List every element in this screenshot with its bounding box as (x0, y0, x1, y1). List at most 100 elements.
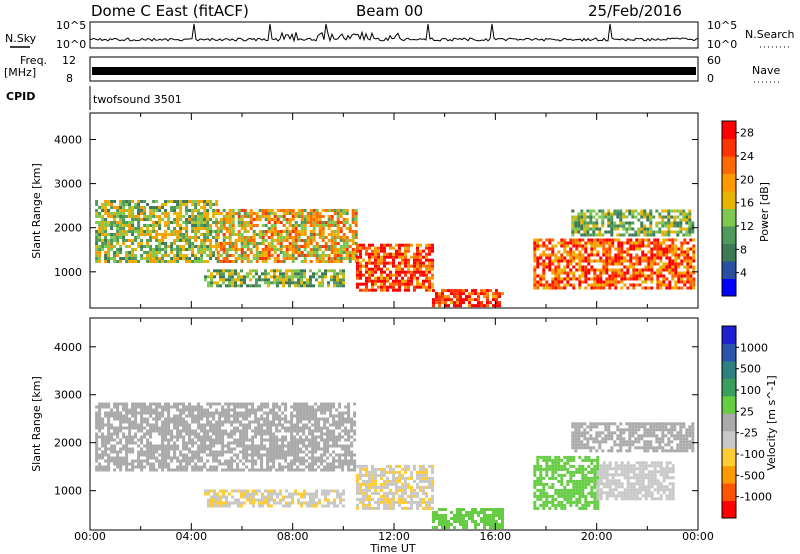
data-cell (200, 435, 204, 439)
data-cell (185, 453, 189, 457)
data-cell (284, 453, 288, 457)
data-cell (362, 246, 365, 250)
data-cell (332, 402, 336, 406)
data-cell (602, 259, 606, 263)
data-cell (680, 244, 684, 248)
data-cell (498, 523, 501, 526)
data-cell (670, 221, 674, 225)
data-cell (269, 411, 273, 415)
data-cell (275, 426, 279, 430)
data-cell (324, 254, 328, 257)
data-cell (303, 501, 306, 505)
data-cell (665, 268, 669, 272)
data-cell (629, 265, 633, 269)
data-cell (347, 402, 351, 406)
data-cell (119, 257, 123, 260)
data-cell (342, 251, 346, 254)
data-cell (438, 295, 441, 299)
data-cell (392, 473, 395, 477)
data-cell (107, 420, 111, 424)
data-cell (170, 245, 174, 248)
data-cell (119, 429, 123, 433)
data-cell (273, 489, 276, 493)
data-cell (312, 272, 315, 276)
data-cell (551, 280, 555, 284)
data-cell (164, 224, 168, 227)
data-cell (398, 270, 401, 274)
data-cell (536, 265, 540, 269)
data-cell (398, 282, 401, 286)
data-cell (584, 256, 588, 260)
data-cell (571, 215, 575, 219)
data-cell (269, 435, 273, 439)
data-cell (176, 402, 180, 406)
data-cell (459, 298, 462, 302)
data-cell (554, 253, 558, 257)
data-cell (276, 230, 280, 233)
data-cell (575, 238, 579, 242)
data-cell (143, 465, 147, 469)
data-cell (371, 261, 374, 265)
data-cell (219, 245, 223, 248)
data-cell (231, 284, 234, 288)
data-cell (545, 256, 549, 260)
data-cell (338, 402, 342, 406)
data-cell (407, 267, 410, 271)
data-cell (279, 260, 283, 263)
data-cell (128, 441, 132, 445)
data-cell (431, 464, 434, 468)
data-cell (291, 501, 294, 505)
data-cell (152, 408, 156, 412)
data-cell (134, 435, 138, 439)
data-cell (300, 239, 304, 242)
data-cell (435, 526, 438, 529)
data-cell (104, 251, 108, 254)
data-cell (566, 265, 570, 269)
data-cell (152, 257, 156, 260)
data-cell (646, 233, 650, 237)
data-cell (110, 221, 114, 224)
data-cell (194, 468, 198, 472)
data-cell (288, 284, 291, 288)
data-cell (296, 465, 300, 469)
data-cell (245, 447, 249, 451)
data-cell (149, 402, 153, 406)
data-cell (125, 405, 129, 409)
data-cell (329, 411, 333, 415)
data-cell (447, 304, 450, 308)
data-cell (225, 498, 228, 502)
data-cell (577, 212, 581, 216)
data-cell (210, 281, 213, 285)
data-cell (300, 233, 304, 236)
data-cell (468, 304, 471, 308)
data-cell (170, 405, 174, 409)
data-cell (689, 277, 693, 281)
data-cell (95, 251, 99, 254)
data-cell (257, 420, 261, 424)
data-cell (332, 435, 336, 439)
data-cell (194, 408, 198, 412)
data-cell (533, 277, 537, 281)
data-cell (571, 230, 575, 234)
data-cell (182, 438, 186, 442)
data-cell (617, 259, 621, 263)
data-cell (131, 423, 135, 427)
data-cell (557, 280, 561, 284)
data-cell (173, 405, 177, 409)
data-cell (419, 464, 422, 468)
data-cell (554, 259, 558, 263)
data-cell (474, 304, 477, 308)
data-cell (264, 501, 267, 505)
data-cell (176, 203, 180, 206)
data-cell (407, 482, 410, 486)
data-cell (533, 500, 537, 504)
data-cell (392, 497, 395, 501)
data-cell (668, 271, 672, 275)
data-cell (288, 278, 291, 282)
data-cell (389, 273, 392, 277)
data-cell (287, 465, 291, 469)
data-cell (596, 283, 600, 287)
data-cell (95, 233, 99, 236)
data-cell (119, 426, 123, 430)
data-cell (140, 417, 144, 421)
